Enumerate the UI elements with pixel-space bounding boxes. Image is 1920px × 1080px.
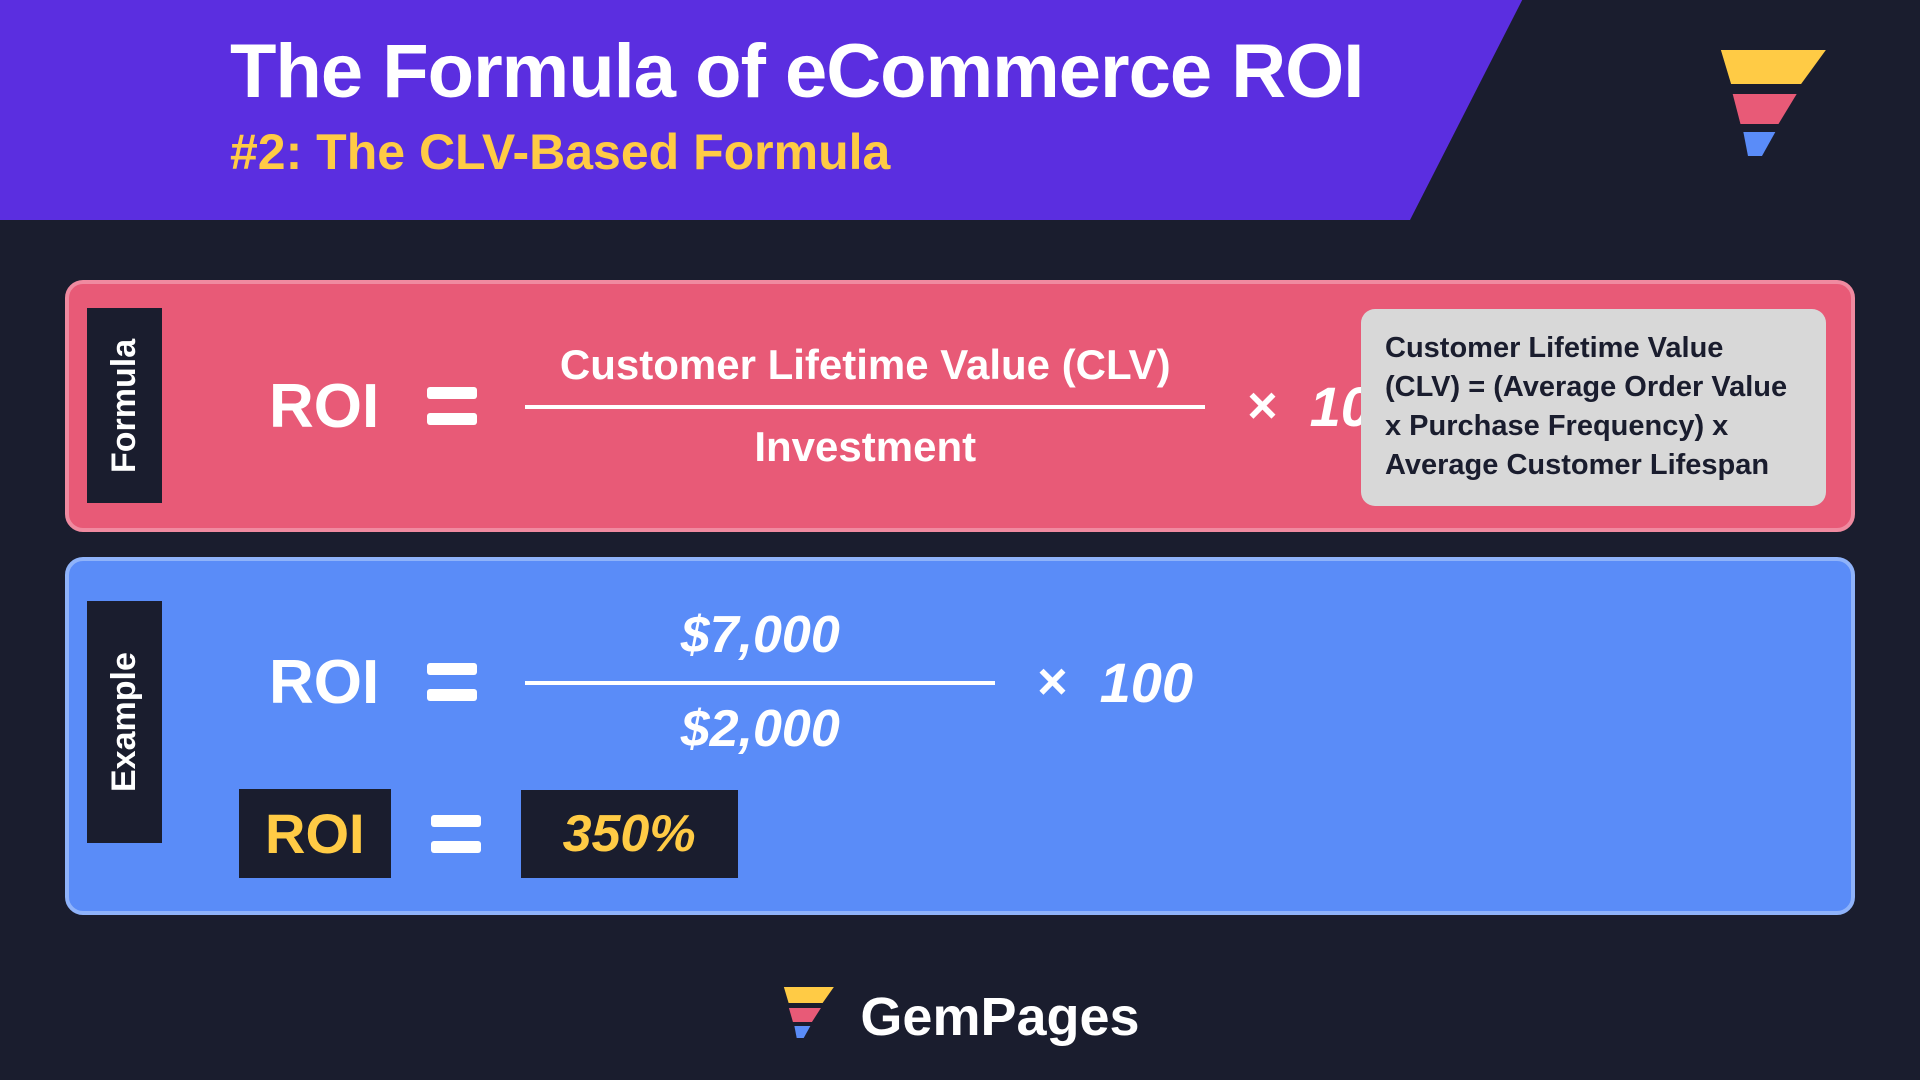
content-area: Formula ROI Customer Lifetime Value (CLV… [0, 220, 1920, 915]
example-label: Example [87, 601, 162, 843]
example-numerator: $7,000 [681, 605, 840, 681]
equals-icon [427, 387, 477, 425]
example-result-row: ROI 350% [239, 789, 738, 878]
roi-result-label: ROI [265, 801, 365, 866]
roi-result-label-box: ROI [239, 789, 391, 878]
formula-label: Formula [87, 308, 162, 503]
logo-icon [1712, 42, 1832, 177]
equals-icon [431, 815, 481, 853]
formula-numerator: Customer Lifetime Value (CLV) [560, 341, 1171, 405]
multiply-symbol: × [1037, 652, 1067, 712]
example-equation: ROI $7,000 $2,000 × 100 [269, 605, 1193, 759]
roi-result-value: 350% [563, 804, 696, 864]
example-fraction: $7,000 $2,000 [525, 605, 995, 759]
footer: GemPages [780, 983, 1139, 1050]
hundred-value: 100 [1100, 650, 1193, 715]
equals-icon [427, 663, 477, 701]
footer-brand: GemPages [860, 986, 1139, 1048]
header: The Formula of eCommerce ROI #2: The CLV… [0, 0, 1920, 220]
roi-result-value-box: 350% [521, 790, 738, 878]
roi-text: ROI [269, 371, 379, 442]
footer-logo-icon [780, 983, 838, 1050]
multiply-symbol: × [1247, 376, 1277, 436]
formula-denominator: Investment [754, 409, 976, 471]
example-denominator: $2,000 [681, 685, 840, 759]
formula-card: Formula ROI Customer Lifetime Value (CLV… [65, 280, 1855, 532]
example-card: Example ROI $7,000 $2,000 × 100 ROI 350% [65, 557, 1855, 915]
example-roi-text: ROI [269, 647, 379, 718]
formula-fraction: Customer Lifetime Value (CLV) Investment [525, 341, 1205, 471]
clv-definition-box: Customer Lifetime Value (CLV) = (Average… [1361, 309, 1826, 506]
formula-equation: ROI Customer Lifetime Value (CLV) Invest… [269, 341, 1403, 471]
